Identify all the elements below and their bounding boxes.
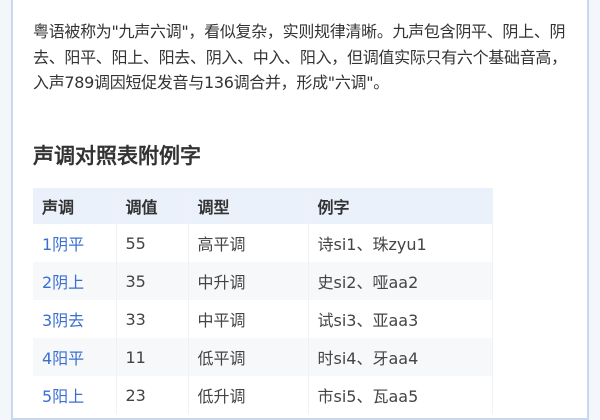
tone-value: 33	[116, 300, 189, 338]
tone-value: 55	[116, 224, 189, 262]
tone-type: 低平调	[188, 338, 309, 376]
tone-examples: 史si2、哑aa2	[308, 262, 493, 300]
tone-type: 中平调	[188, 300, 309, 338]
tone-type: 中升调	[188, 262, 309, 300]
tone-examples: 诗si1、珠zyu1	[308, 224, 493, 262]
header-tone: 声调	[33, 188, 117, 224]
header-value: 调值	[116, 188, 189, 224]
table-row: 5阳上 23 低升调 市si5、瓦aa5	[33, 376, 493, 414]
header-examples: 例字	[308, 188, 493, 224]
tone-link[interactable]: 2阴上	[33, 262, 117, 300]
tone-link[interactable]: 5阳上	[33, 376, 117, 414]
tone-examples: 市si5、瓦aa5	[308, 376, 493, 414]
tone-link[interactable]: 1阴平	[33, 224, 117, 262]
tone-value: 23	[116, 376, 189, 414]
table-header-row: 声调 调值 调型 例字	[33, 188, 493, 224]
tone-link[interactable]: 4阳平	[33, 338, 117, 376]
intro-paragraph: 粤语被称为"九声六调"，看似复杂，实则规律清晰。九声包含阴平、阴上、阴去、阳平、…	[33, 22, 567, 92]
tone-examples: 时si4、牙aa4	[308, 338, 493, 376]
section-heading: 声调对照表附例字	[33, 144, 201, 168]
tone-type: 高平调	[188, 224, 309, 262]
tone-table: 声调 调值 调型 例字 1阴平 55 高平调 诗si1、珠zyu1 2阴上 35 中升调 史s…	[33, 188, 493, 414]
tone-examples: 试si3、亚aa3	[308, 300, 493, 338]
tone-link[interactable]: 3阴去	[33, 300, 117, 338]
table-row: 3阴去 33 中平调 试si3、亚aa3	[33, 300, 493, 338]
tone-value: 11	[116, 338, 189, 376]
header-type: 调型	[188, 188, 309, 224]
table-row: 4阳平 11 低平调 时si4、牙aa4	[33, 338, 493, 376]
tone-type: 低升调	[188, 376, 309, 414]
table-row: 2阴上 35 中升调 史si2、哑aa2	[33, 262, 493, 300]
tone-value: 35	[116, 262, 189, 300]
table-row: 1阴平 55 高平调 诗si1、珠zyu1	[33, 224, 493, 262]
